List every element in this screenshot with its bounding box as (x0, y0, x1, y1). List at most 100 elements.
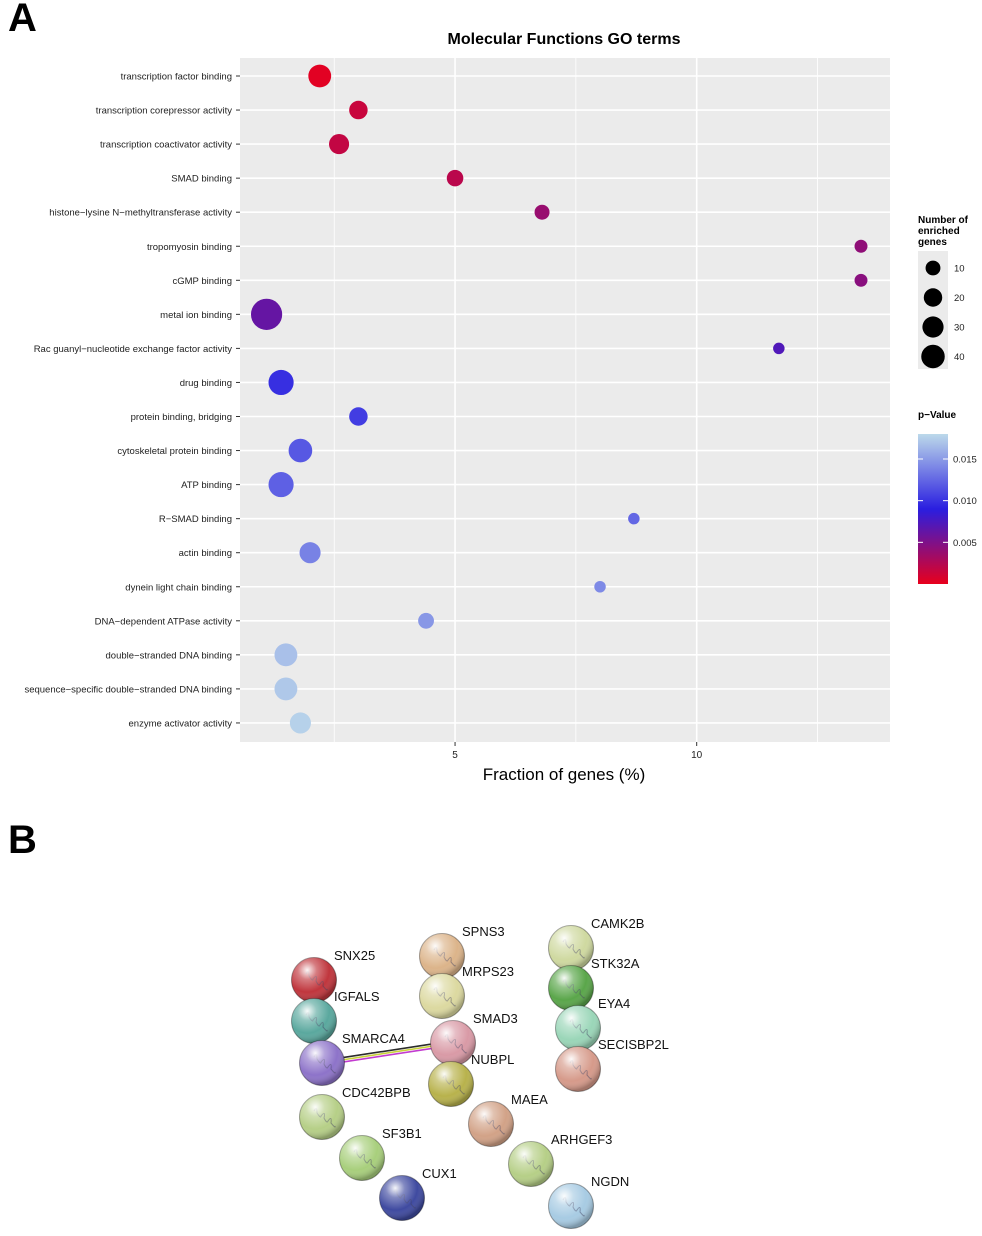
node-label-cux1: CUX1 (422, 1166, 457, 1181)
plot-panel (240, 58, 890, 742)
y-tick-label-transcription-coactivator-activity: transcription coactivator activity (100, 140, 232, 151)
point-enzyme-activator-activity (289, 712, 311, 734)
x-tick-label-10: 10 (691, 750, 703, 761)
node-label-ngdn: NGDN (591, 1174, 629, 1189)
node-label-spns3: SPNS3 (462, 924, 505, 939)
size-legend: Number of enriched genes 10 20 30 40 (918, 215, 969, 369)
node-smad3[interactable]: SMAD3 (430, 1011, 518, 1066)
panel-label-b: B (8, 818, 37, 862)
node-maea[interactable]: MAEA (468, 1092, 549, 1147)
node-nubpl[interactable]: NUBPL (428, 1052, 515, 1107)
x-axis-title: Fraction of genes (%) (483, 765, 646, 784)
y-tick-label-r-smad-binding: R−SMAD binding (159, 514, 232, 525)
size-legend-label-10: 10 (954, 264, 965, 275)
node-highlight (339, 1135, 385, 1181)
point-transcription-corepressor-activity (349, 100, 368, 120)
node-arhgef3[interactable]: ARHGEF3 (508, 1132, 613, 1187)
point-sequence-specific-double-stranded-dna-binding (274, 677, 298, 701)
node-highlight (299, 1094, 345, 1140)
point-dynein-light-chain-binding (594, 581, 606, 593)
y-tick-label-protein-binding-bridging: protein binding, bridging (131, 412, 232, 423)
go-terms-dot-plot: Molecular Functions GO terms transcripti… (24, 31, 977, 784)
y-tick-label-dynein-light-chain-binding: dynein light chain binding (125, 582, 232, 593)
color-legend-label-0-01: 0.010 (953, 496, 977, 507)
point-actin-binding (299, 542, 321, 564)
panel-label-a: A (8, 0, 37, 40)
node-label-eya4: EYA4 (598, 996, 630, 1011)
color-legend-title: p−Value (918, 410, 957, 421)
node-highlight (430, 1020, 476, 1066)
node-highlight (548, 1183, 594, 1229)
point-drug-binding (268, 369, 294, 396)
node-cux1[interactable]: CUX1 (379, 1166, 457, 1221)
size-legend-dot-30 (922, 316, 944, 338)
node-sf3b1[interactable]: SF3B1 (339, 1126, 422, 1181)
node-cdc42bpb[interactable]: CDC42BPB (299, 1085, 411, 1140)
node-snx25[interactable]: SNX25 (291, 948, 376, 1003)
point-rac-guanyl-nucleotide-exchange-factor-activity (773, 342, 785, 355)
y-tick-label-cgmp-binding: cGMP binding (173, 276, 233, 287)
node-label-arhgef3: ARHGEF3 (551, 1132, 612, 1147)
point-smad-binding (446, 169, 464, 187)
node-label-cdc42bpb: CDC42BPB (342, 1085, 411, 1100)
node-label-maea: MAEA (511, 1092, 548, 1107)
node-label-snx25: SNX25 (334, 948, 375, 963)
node-highlight (419, 973, 465, 1019)
node-highlight (555, 1005, 601, 1051)
y-tick-label-smad-binding: SMAD binding (171, 174, 232, 185)
y-tick-label-cytoskeletal-protein-binding: cytoskeletal protein binding (117, 446, 232, 457)
node-highlight (291, 998, 337, 1044)
node-smarca4[interactable]: SMARCA4 (299, 1031, 405, 1086)
network-nodes: SNX25 IGFALS SMARCA4 CDC42BPB SF3B1 CUX1 SPNS3… (291, 916, 669, 1229)
y-tick-label-atp-binding: ATP binding (181, 480, 232, 491)
node-secisbp2l[interactable]: SECISBP2L (555, 1037, 669, 1092)
node-igfals[interactable]: IGFALS (291, 989, 380, 1044)
node-highlight (291, 957, 337, 1003)
y-tick-label-drug-binding: drug binding (180, 378, 232, 389)
point-atp-binding (268, 472, 294, 498)
node-label-camk2b: CAMK2B (591, 916, 644, 931)
node-ngdn[interactable]: NGDN (548, 1174, 630, 1229)
size-legend-label-40: 40 (954, 352, 965, 363)
node-label-sf3b1: SF3B1 (382, 1126, 422, 1141)
point-cgmp-binding (854, 273, 868, 287)
size-legend-dot-10 (925, 260, 941, 276)
data-points (250, 64, 868, 734)
y-tick-label-dna-dependent-atpase-activity: DNA−dependent ATPase activity (95, 616, 233, 627)
node-highlight (419, 933, 465, 979)
y-tick-label-sequence-specific-double-stranded-dna-binding: sequence−specific double−stranded DNA bi… (24, 684, 232, 695)
point-double-stranded-dna-binding (274, 643, 298, 667)
size-legend-dot-40 (921, 344, 945, 369)
node-label-smarca4: SMARCA4 (342, 1031, 405, 1046)
node-mrps23[interactable]: MRPS23 (419, 964, 515, 1019)
size-legend-title-line-2: enriched (918, 226, 960, 237)
node-label-stk32a: STK32A (591, 956, 640, 971)
point-r-smad-binding (628, 512, 640, 525)
point-transcription-coactivator-activity (329, 134, 350, 155)
node-highlight (299, 1040, 345, 1086)
size-legend-label-20: 20 (954, 293, 965, 304)
node-label-secisbp2l: SECISBP2L (598, 1037, 669, 1052)
point-protein-binding-bridging (349, 407, 368, 426)
size-legend-title-line-3: genes (918, 237, 947, 248)
point-dna-dependent-atpase-activity (418, 612, 434, 629)
node-highlight (468, 1101, 514, 1147)
y-tick-label-metal-ion-binding: metal ion binding (160, 310, 232, 321)
node-label-igfals: IGFALS (334, 989, 380, 1004)
node-label-mrps23: MRPS23 (462, 964, 514, 979)
size-legend-dot-20 (923, 288, 943, 307)
node-highlight (548, 965, 594, 1011)
node-eya4[interactable]: EYA4 (555, 996, 631, 1051)
size-legend-title-line-1: Number of (918, 215, 969, 226)
point-tropomyosin-binding (854, 239, 868, 253)
y-tick-label-actin-binding: actin binding (179, 548, 232, 559)
node-highlight (379, 1175, 425, 1221)
y-tick-label-histone-lysine-n-methyltransferase-activity: histone−lysine N−methyltransferase activ… (49, 208, 232, 219)
y-tick-label-transcription-factor-binding: transcription factor binding (121, 72, 232, 83)
node-camk2b[interactable]: CAMK2B (548, 916, 645, 971)
x-tick-label-5: 5 (452, 750, 458, 761)
node-label-smad3: SMAD3 (473, 1011, 518, 1026)
node-spns3[interactable]: SPNS3 (419, 924, 505, 979)
y-tick-label-enzyme-activator-activity: enzyme activator activity (129, 718, 233, 729)
